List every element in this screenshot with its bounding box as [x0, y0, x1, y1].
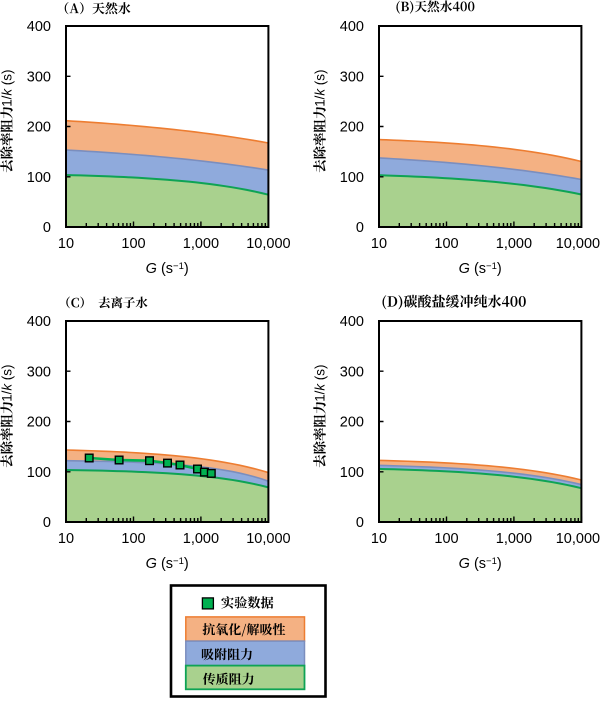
svg-text:400: 400: [340, 19, 364, 35]
svg-text:1,000: 1,000: [183, 236, 219, 252]
svg-text:10,000: 10,000: [246, 236, 290, 252]
svg-text:1/k (s): 1/k (s): [0, 365, 15, 402]
svg-text:1/k (s): 1/k (s): [313, 365, 328, 402]
svg-text:100: 100: [121, 236, 145, 252]
svg-text:1/k (s): 1/k (s): [0, 70, 15, 107]
svg-text:400: 400: [27, 314, 51, 330]
svg-text:1,000: 1,000: [496, 236, 532, 252]
svg-text:200: 200: [27, 120, 51, 136]
svg-text:0: 0: [356, 515, 364, 531]
svg-text:200: 200: [27, 415, 51, 431]
svg-text:0: 0: [356, 220, 364, 236]
svg-text:10,000: 10,000: [556, 236, 600, 252]
svg-text:100: 100: [434, 531, 458, 547]
svg-text:10: 10: [371, 236, 387, 252]
svg-text:300: 300: [340, 364, 364, 380]
svg-text:300: 300: [340, 70, 364, 86]
svg-text:300: 300: [27, 70, 51, 86]
svg-text:1,000: 1,000: [183, 531, 219, 547]
svg-text:10: 10: [58, 531, 74, 547]
svg-text:10,000: 10,000: [556, 531, 600, 547]
svg-text:200: 200: [340, 415, 364, 431]
svg-text:100: 100: [340, 465, 364, 481]
svg-text:100: 100: [121, 531, 145, 547]
svg-text:400: 400: [27, 19, 51, 35]
svg-text:100: 100: [340, 170, 364, 186]
svg-text:400: 400: [340, 314, 364, 330]
svg-text:10: 10: [58, 236, 74, 252]
svg-text:10,000: 10,000: [246, 531, 290, 547]
svg-text:100: 100: [434, 236, 458, 252]
svg-text:10: 10: [371, 531, 387, 547]
svg-text:200: 200: [340, 120, 364, 136]
svg-text:0: 0: [43, 515, 51, 531]
svg-text:100: 100: [27, 465, 51, 481]
svg-text:1/k (s): 1/k (s): [313, 70, 328, 107]
svg-text:300: 300: [27, 364, 51, 380]
svg-text:0: 0: [43, 220, 51, 236]
svg-text:100: 100: [27, 170, 51, 186]
svg-text:1,000: 1,000: [496, 531, 532, 547]
